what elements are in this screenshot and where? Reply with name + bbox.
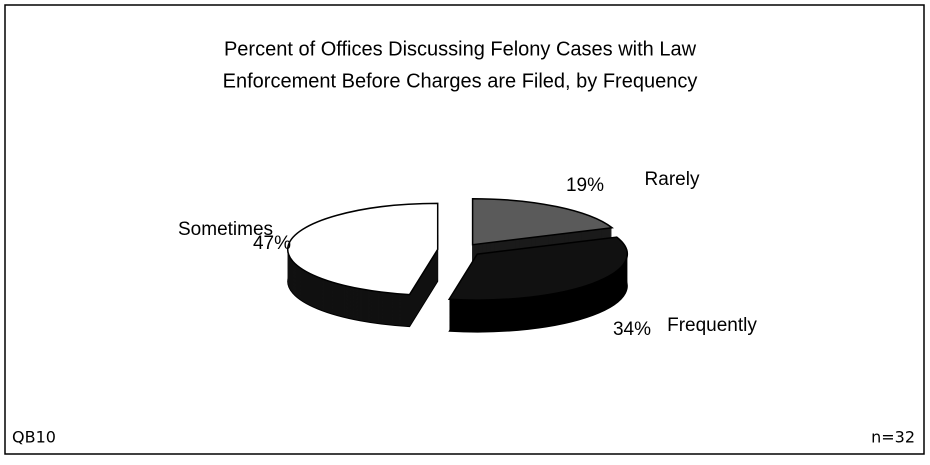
slice-label: Rarely	[645, 169, 700, 190]
value-label: 47%	[253, 233, 291, 254]
slice-top	[471, 197, 614, 246]
slice-label: Frequently	[667, 315, 757, 336]
value-label: 19%	[566, 175, 604, 196]
pie-slice	[447, 236, 628, 333]
slice-top	[447, 236, 628, 301]
slice-label: Sometimes	[178, 219, 273, 240]
frame	[4, 4, 925, 455]
chart-title: Percent of Offices Discussing Felony Cas…	[224, 38, 697, 60]
footnote: QB10	[12, 428, 56, 447]
chart-title: Enforcement Before Charges are Filed, by…	[223, 70, 698, 92]
slice-top	[287, 202, 439, 296]
pie-slice	[287, 202, 439, 328]
value-label: 34%	[613, 319, 651, 340]
footnote: n=32	[871, 428, 915, 447]
